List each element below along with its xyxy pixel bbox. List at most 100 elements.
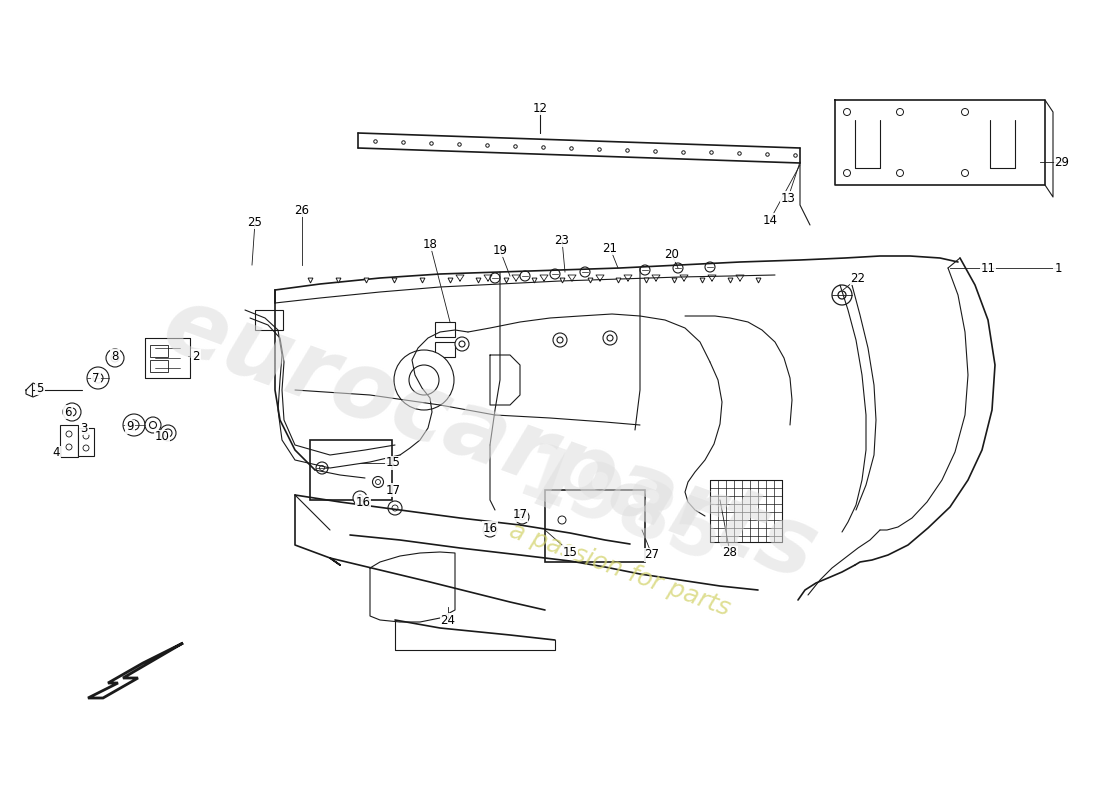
Text: eurocarparts: eurocarparts (151, 279, 829, 601)
Circle shape (87, 367, 109, 389)
FancyBboxPatch shape (78, 428, 94, 456)
Circle shape (844, 170, 850, 177)
Text: 16: 16 (355, 495, 371, 509)
Circle shape (607, 335, 613, 341)
Text: 4: 4 (53, 446, 59, 459)
Polygon shape (26, 383, 40, 397)
Circle shape (123, 414, 145, 436)
Circle shape (66, 431, 72, 437)
Circle shape (896, 109, 903, 115)
Polygon shape (710, 480, 782, 542)
Circle shape (392, 505, 398, 511)
Text: 28: 28 (723, 546, 737, 559)
Text: 15: 15 (386, 457, 400, 470)
Text: 24: 24 (440, 614, 455, 626)
Circle shape (164, 429, 172, 437)
Text: 8: 8 (111, 350, 119, 362)
Text: a passion for parts: a passion for parts (506, 519, 734, 621)
Text: 27: 27 (645, 549, 660, 562)
FancyBboxPatch shape (150, 345, 168, 357)
Circle shape (550, 269, 560, 279)
Text: 9: 9 (126, 421, 134, 434)
Polygon shape (88, 643, 183, 698)
Circle shape (455, 337, 469, 351)
Polygon shape (358, 133, 800, 163)
Circle shape (896, 170, 903, 177)
Circle shape (557, 337, 563, 343)
FancyBboxPatch shape (434, 322, 455, 337)
Text: 25: 25 (248, 215, 263, 229)
Text: 1985: 1985 (507, 439, 733, 581)
Circle shape (580, 267, 590, 277)
Text: 16: 16 (483, 522, 497, 534)
Circle shape (603, 331, 617, 345)
Circle shape (94, 373, 103, 383)
Circle shape (459, 341, 465, 347)
Text: 7: 7 (92, 371, 100, 385)
Text: 29: 29 (1055, 155, 1069, 169)
Circle shape (520, 271, 530, 281)
Text: 17: 17 (513, 509, 528, 522)
Text: 23: 23 (554, 234, 570, 246)
Circle shape (519, 514, 525, 520)
Text: 3: 3 (80, 422, 88, 434)
Circle shape (515, 510, 529, 524)
Text: 22: 22 (850, 271, 866, 285)
Circle shape (640, 265, 650, 275)
Circle shape (844, 109, 850, 115)
Text: 2: 2 (192, 350, 200, 362)
Circle shape (553, 333, 566, 347)
Circle shape (145, 417, 161, 433)
Text: 18: 18 (422, 238, 438, 250)
Circle shape (106, 349, 124, 367)
Circle shape (487, 527, 493, 533)
Circle shape (961, 170, 968, 177)
Text: 13: 13 (781, 191, 795, 205)
Circle shape (558, 516, 566, 524)
Circle shape (82, 433, 89, 439)
Text: 12: 12 (532, 102, 548, 114)
Circle shape (160, 425, 176, 441)
Circle shape (66, 444, 72, 450)
Circle shape (373, 477, 384, 487)
Circle shape (353, 491, 367, 505)
FancyBboxPatch shape (255, 310, 283, 330)
Circle shape (490, 273, 500, 283)
Circle shape (375, 479, 381, 485)
Text: 26: 26 (295, 203, 309, 217)
Circle shape (316, 462, 328, 474)
Circle shape (319, 466, 324, 470)
FancyBboxPatch shape (60, 425, 78, 457)
Circle shape (129, 420, 139, 430)
Text: 1: 1 (1054, 262, 1062, 274)
Text: 14: 14 (762, 214, 778, 226)
Text: 19: 19 (493, 243, 507, 257)
Circle shape (673, 263, 683, 273)
Circle shape (838, 291, 846, 299)
Circle shape (388, 501, 401, 515)
Circle shape (358, 495, 363, 501)
Text: 10: 10 (155, 430, 169, 443)
FancyBboxPatch shape (150, 360, 168, 372)
Circle shape (82, 445, 89, 451)
FancyBboxPatch shape (544, 490, 645, 562)
Circle shape (409, 365, 439, 395)
Text: 6: 6 (64, 406, 72, 418)
Polygon shape (835, 100, 1045, 185)
Circle shape (111, 354, 119, 362)
Text: 20: 20 (664, 249, 680, 262)
Circle shape (394, 350, 454, 410)
Circle shape (832, 285, 852, 305)
Circle shape (150, 422, 156, 429)
Circle shape (961, 109, 968, 115)
Circle shape (705, 262, 715, 272)
Circle shape (68, 408, 76, 416)
Polygon shape (145, 338, 190, 378)
Text: 11: 11 (980, 262, 996, 274)
Circle shape (63, 403, 81, 421)
Text: 15: 15 (562, 546, 578, 558)
Text: 21: 21 (603, 242, 617, 254)
FancyBboxPatch shape (434, 342, 455, 357)
Text: 17: 17 (385, 483, 400, 497)
Text: 5: 5 (36, 382, 44, 394)
